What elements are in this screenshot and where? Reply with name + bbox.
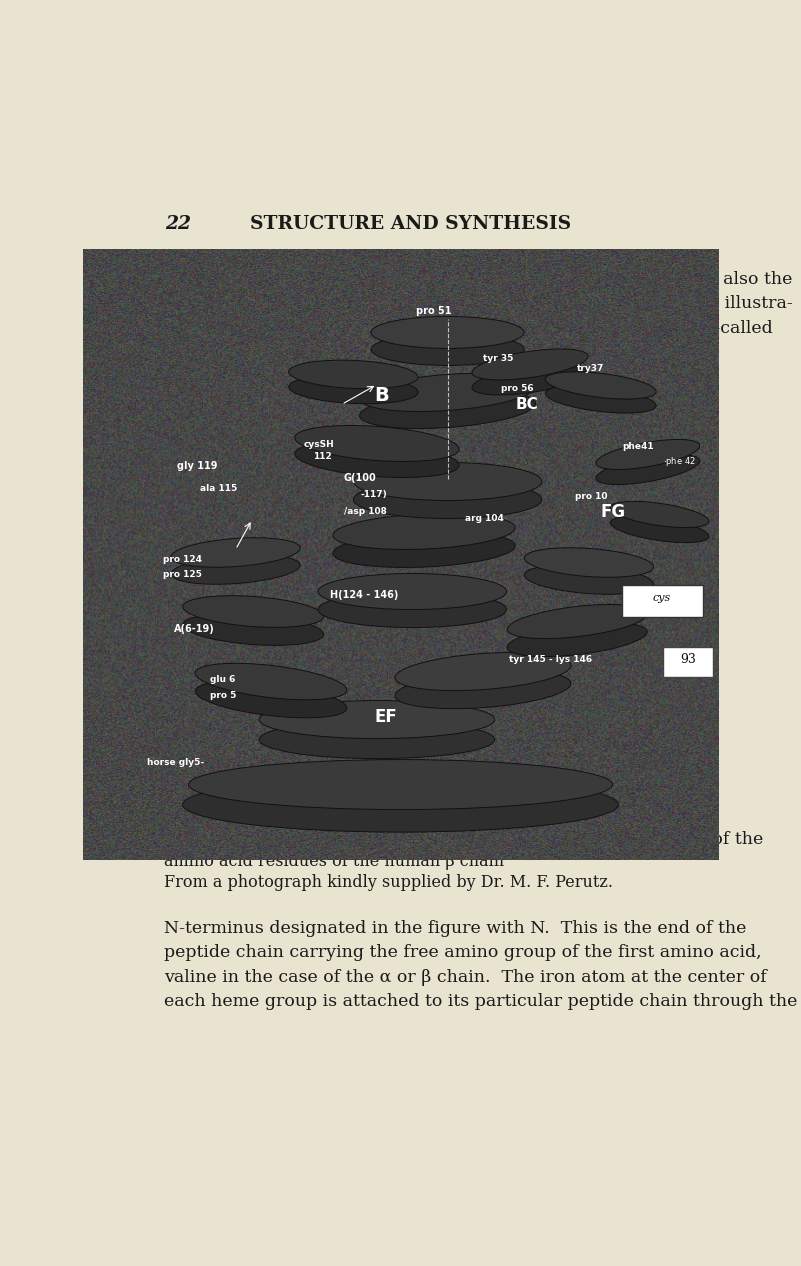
Ellipse shape [545,386,656,413]
Text: B: B [375,386,389,405]
Text: N-terminus designated in the figure with N.  This is the end of the: N-terminus designated in the figure with… [164,920,747,937]
Text: pro 125: pro 125 [163,570,202,579]
Ellipse shape [183,596,324,628]
Ellipse shape [545,372,656,399]
Ellipse shape [288,375,418,404]
Text: 112: 112 [313,452,332,462]
Text: pro 51: pro 51 [416,306,451,316]
Text: arg 104: arg 104 [465,514,504,524]
Ellipse shape [353,462,541,500]
Ellipse shape [472,349,588,380]
Ellipse shape [360,373,536,411]
Ellipse shape [318,573,506,609]
Ellipse shape [596,439,700,470]
Ellipse shape [260,720,495,758]
Ellipse shape [333,532,515,567]
Ellipse shape [195,681,347,718]
Text: horse gly5-: horse gly5- [147,757,204,767]
Text: A(6-19): A(6-19) [175,624,215,633]
Text: 22: 22 [165,215,191,233]
Text: ala 115: ala 115 [200,485,238,494]
Ellipse shape [596,454,700,485]
Text: G(100: G(100 [344,473,376,484]
Ellipse shape [610,501,709,528]
Text: From a photograph kindly supplied by Dr. M. F. Perutz.: From a photograph kindly supplied by Dr.… [164,875,613,891]
Ellipse shape [333,514,515,549]
Ellipse shape [295,425,459,462]
Ellipse shape [371,316,524,348]
Text: $\cdot$phe 42: $\cdot$phe 42 [663,456,696,468]
Text: pro 124: pro 124 [163,555,202,563]
FancyBboxPatch shape [622,585,703,617]
Ellipse shape [171,555,300,585]
Text: tyr 145 - lys 146: tyr 145 - lys 146 [509,655,592,663]
Text: STRUCTURE AND SYNTHESIS: STRUCTURE AND SYNTHESIS [250,215,571,233]
Text: each heme group is attached to its particular peptide chain through the: each heme group is attached to its parti… [164,994,798,1010]
Ellipse shape [525,565,654,594]
Text: tion is the beginning of one of the two β peptide chains, the so-called: tion is the beginning of one of the two … [164,319,773,337]
Text: 93: 93 [680,653,696,666]
Ellipse shape [525,548,654,577]
Text: pro 5: pro 5 [210,690,236,700]
Text: try37: try37 [578,365,605,373]
Ellipse shape [395,671,571,709]
Ellipse shape [507,604,647,638]
Text: /asp 108: /asp 108 [344,508,387,517]
Ellipse shape [183,614,324,646]
Text: EF: EF [375,708,397,725]
Text: FIGURE 2-3b.  Model of the β chain of hemoglobin with some of the: FIGURE 2-3b. Model of the β chain of hem… [164,832,763,848]
Ellipse shape [260,700,495,738]
Ellipse shape [353,481,541,519]
Text: pro 56: pro 56 [501,385,533,394]
Ellipse shape [171,538,300,567]
Text: -117): -117) [360,490,387,500]
Text: site of attachment of the oxygen molecules.  Also visible in this illustra-: site of attachment of the oxygen molecul… [164,295,793,313]
Text: are represented simply as circular discs in the model, showing also the: are represented simply as circular discs… [164,271,792,287]
Text: H(124 - 146): H(124 - 146) [330,590,398,600]
Text: amino acid residues of the human β chain: amino acid residues of the human β chain [164,853,504,870]
Ellipse shape [188,760,613,809]
Text: gly 119: gly 119 [177,462,217,471]
Ellipse shape [472,363,588,395]
Ellipse shape [195,663,347,700]
Text: valine in the case of the α or β chain.  The iron atom at the center of: valine in the case of the α or β chain. … [164,968,767,986]
Ellipse shape [318,591,506,628]
Text: peptide chain carrying the free amino group of the first amino acid,: peptide chain carrying the free amino gr… [164,944,762,961]
Ellipse shape [183,777,618,832]
Ellipse shape [610,517,709,543]
Ellipse shape [288,360,418,389]
Text: pro 10: pro 10 [575,492,607,501]
Text: tyr 35: tyr 35 [483,354,513,363]
FancyBboxPatch shape [663,647,713,676]
Ellipse shape [395,652,571,691]
Text: cysSH: cysSH [304,441,335,449]
Text: glu 6: glu 6 [210,675,235,684]
Text: FG: FG [601,504,626,522]
Text: BC: BC [516,398,538,413]
Ellipse shape [360,390,536,429]
Ellipse shape [371,333,524,366]
Text: phe41: phe41 [622,443,654,452]
Ellipse shape [507,623,647,657]
Text: cys: cys [653,592,671,603]
Ellipse shape [295,442,459,477]
